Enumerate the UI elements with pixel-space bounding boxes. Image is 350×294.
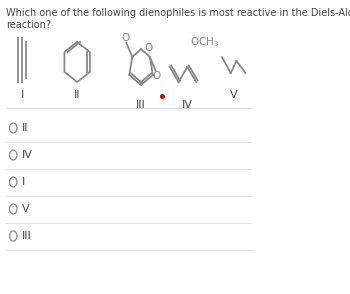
- Text: V: V: [22, 204, 30, 214]
- Text: IV: IV: [182, 100, 193, 110]
- Text: I: I: [20, 90, 24, 100]
- Text: OCH$_3$: OCH$_3$: [190, 35, 219, 49]
- Text: reaction?: reaction?: [6, 20, 51, 30]
- Text: III: III: [136, 100, 146, 110]
- Text: V: V: [230, 90, 237, 100]
- Text: I: I: [22, 177, 25, 187]
- Text: O: O: [152, 71, 161, 81]
- Text: II: II: [74, 90, 80, 100]
- Text: IV: IV: [22, 150, 33, 160]
- Text: III: III: [22, 231, 32, 241]
- Text: II: II: [22, 123, 29, 133]
- Text: O: O: [145, 43, 153, 53]
- Text: Which one of the following dienophiles is most reactive in the Diels-Alder: Which one of the following dienophiles i…: [6, 8, 350, 18]
- Text: O: O: [121, 33, 130, 43]
